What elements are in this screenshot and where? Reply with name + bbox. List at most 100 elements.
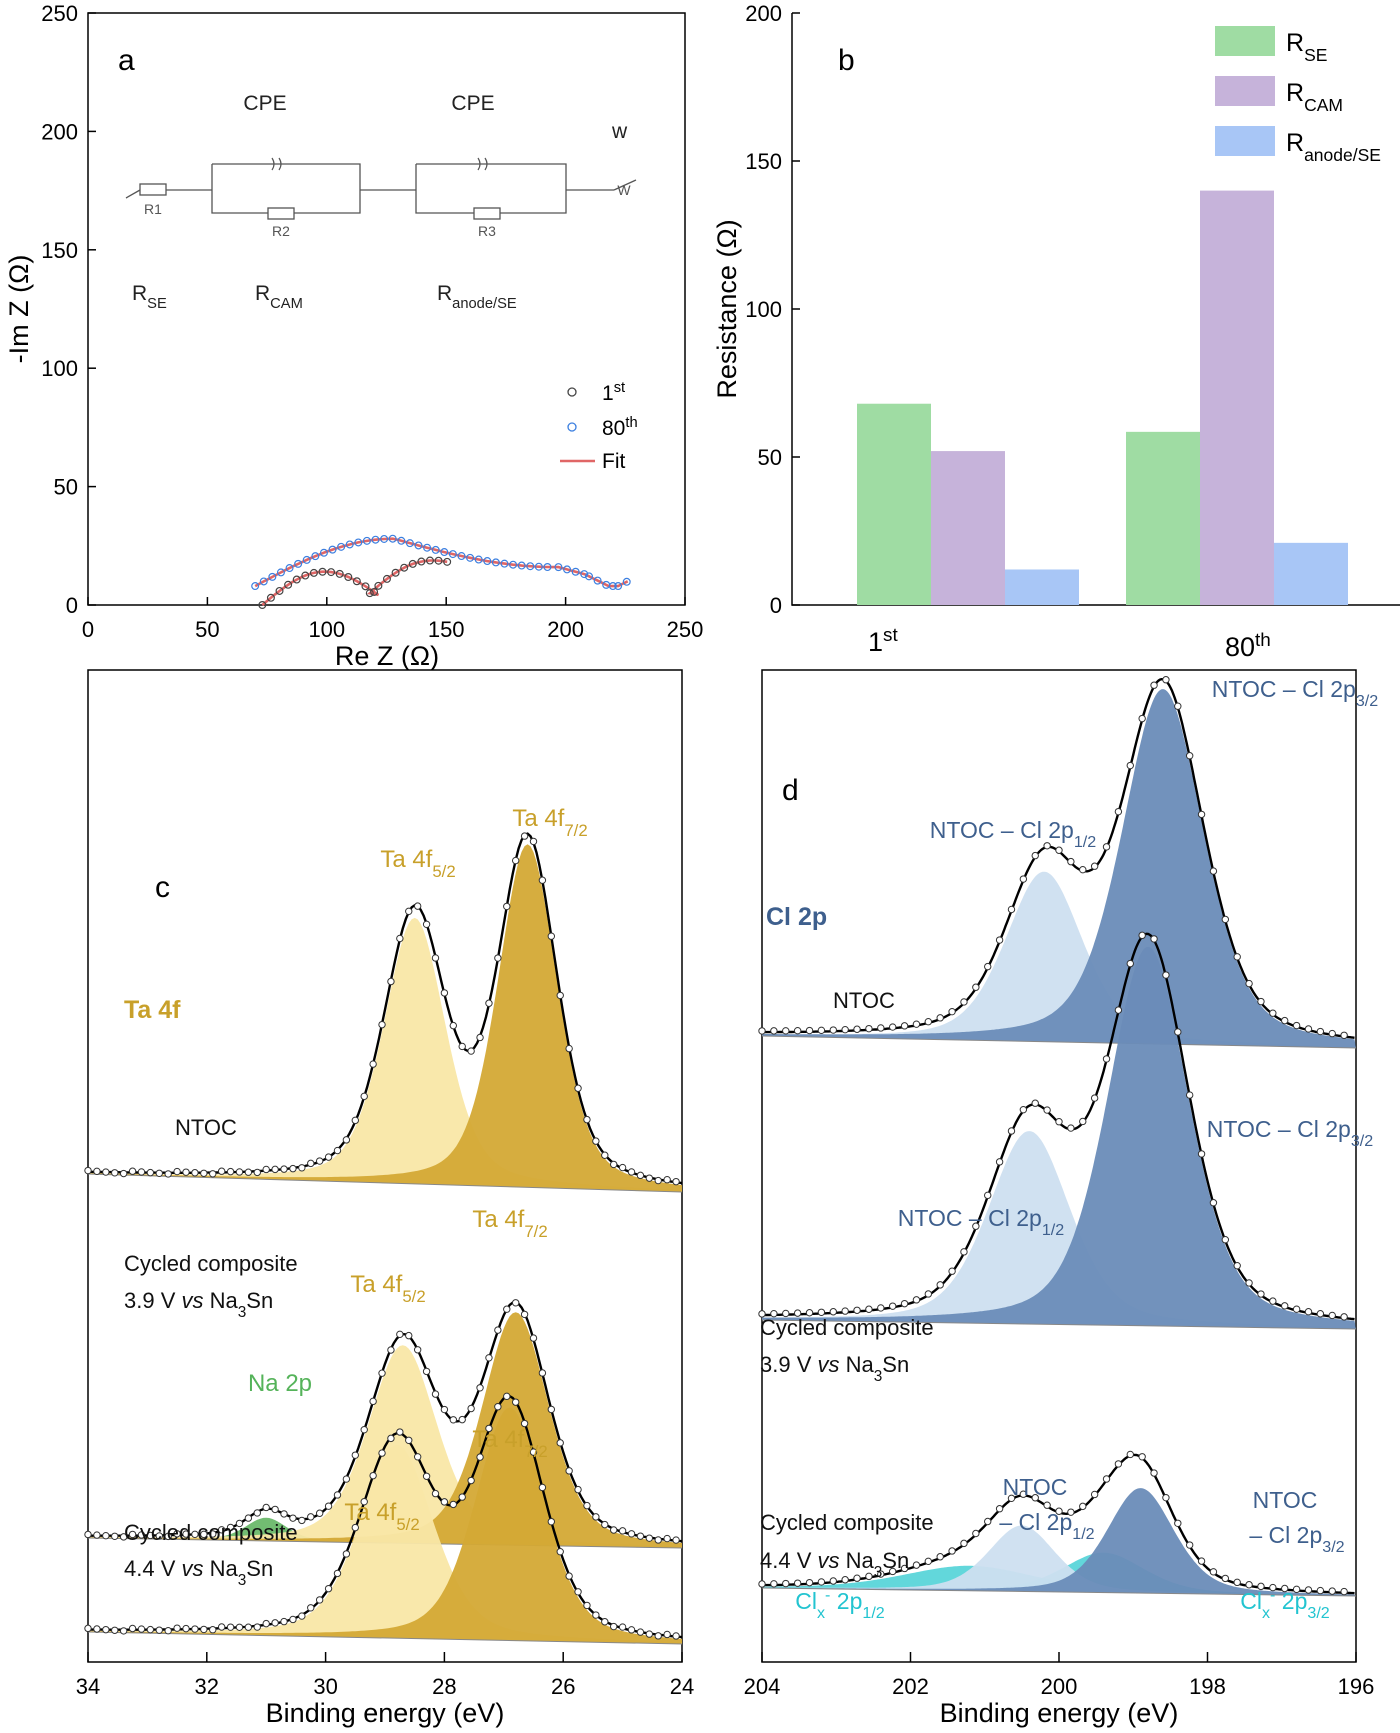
data-point-1st <box>408 559 417 568</box>
c-data-point <box>574 1588 582 1596</box>
bar-se-2 <box>1126 431 1200 605</box>
c-data-point <box>369 1397 377 1406</box>
c-data-point <box>173 1624 181 1632</box>
d-data-point <box>960 1248 968 1256</box>
legend-80th-label: 80th <box>602 415 638 440</box>
data-point-80th <box>571 567 580 576</box>
a-y-tick-label: 50 <box>54 475 78 500</box>
d-label-peak: NTOC – Cl 2p3/2 <box>1212 676 1378 710</box>
c-data-point <box>146 1168 155 1177</box>
c-x-tick-label: 24 <box>670 1674 694 1699</box>
d-data-point <box>1269 1009 1277 1017</box>
data-point-1st <box>374 581 383 590</box>
c-data-point <box>360 1092 368 1101</box>
a-x-tick-label: 200 <box>547 617 584 642</box>
c-data-point <box>289 1514 297 1522</box>
c-data-point <box>467 1476 475 1485</box>
c-data-point <box>93 1531 101 1539</box>
d-data-point <box>1197 1557 1206 1565</box>
c-data-point <box>583 1501 591 1510</box>
d-data-point <box>888 1023 897 1031</box>
a-x-tick-label: 250 <box>667 617 704 642</box>
panel-a-frame <box>87 12 686 606</box>
data-point-1st <box>301 571 310 580</box>
legend-swatch-0 <box>1215 26 1275 56</box>
c-data-point <box>538 1369 547 1377</box>
c-data-point <box>351 1451 359 1459</box>
panel-c-letter: c <box>155 871 170 904</box>
data-point-1st <box>292 575 301 584</box>
data-point-80th <box>328 545 337 554</box>
c-data-point <box>538 876 547 884</box>
data-point-1st <box>266 593 275 602</box>
c-data-point <box>342 1550 351 1558</box>
c-x-tick-label: 34 <box>76 1674 100 1699</box>
d-data-point <box>770 1027 778 1035</box>
data-point-80th <box>491 558 500 567</box>
c-x-tick-label: 32 <box>195 1674 219 1699</box>
c-data-point <box>654 1176 662 1185</box>
c-data-point <box>485 1424 493 1433</box>
d-data-point <box>912 1561 921 1569</box>
d-spectrum-1: NTOC – Cl 2p1/2 NTOC – Cl 2p3/2 NTOC <box>758 676 1378 1049</box>
d-data-point <box>888 1567 897 1576</box>
data-point-1st <box>335 569 344 578</box>
c-data-point <box>351 1523 359 1532</box>
circuit-w-label: W <box>617 182 631 198</box>
d-data-point <box>1174 1028 1182 1036</box>
a-x-tick-label: 0 <box>82 617 94 642</box>
panel-b-letter: b <box>838 44 855 77</box>
d-data-point <box>817 1578 826 1586</box>
c-data-point <box>636 1532 645 1540</box>
c-data-point <box>200 1530 208 1539</box>
c-component-ta4f72 <box>88 844 682 1192</box>
d-data-point <box>1281 1302 1289 1310</box>
a-x-tick-label: 50 <box>195 617 219 642</box>
c-data-point <box>476 1453 484 1461</box>
d-data-point <box>1209 1568 1218 1576</box>
b-y-tick-label: 150 <box>745 149 782 174</box>
data-point-80th <box>302 555 311 564</box>
d-baseline <box>761 1319 1357 1330</box>
data-point-80th <box>614 582 623 591</box>
d-data-point <box>829 1577 837 1585</box>
c-data-point <box>609 1160 618 1169</box>
data-point-1st <box>382 574 391 583</box>
c-data-point <box>627 1168 636 1176</box>
d-label-peak: NTOC – Cl 2p3/2 <box>1207 1116 1373 1150</box>
c-x-tick-label: 30 <box>313 1674 337 1699</box>
a-y-tick-label: 200 <box>41 119 78 144</box>
c-data-point <box>209 1530 217 1538</box>
c-data-point <box>645 1534 654 1542</box>
c-data-point <box>511 1299 520 1307</box>
data-point-80th <box>276 568 285 577</box>
c-data-point <box>217 1167 226 1175</box>
c-baseline <box>87 1173 683 1193</box>
c-data-point <box>645 1174 654 1182</box>
d-data-point <box>1138 1453 1146 1461</box>
c-data-point <box>155 1169 163 1177</box>
d-data-point <box>1281 1584 1289 1593</box>
c-data-point <box>476 1384 484 1392</box>
c-sample-label: Cycled composite <box>124 1251 298 1276</box>
c-data-point <box>440 1498 449 1506</box>
d-data-point <box>758 1580 766 1588</box>
c-data-point <box>520 1310 529 1319</box>
circuit-ranode-label: Ranode/SE <box>437 282 517 312</box>
c-data-point <box>128 1167 137 1175</box>
c-data-point <box>547 932 556 940</box>
b-y-tick-label: 200 <box>745 1 782 26</box>
c-data-point <box>155 1626 163 1634</box>
c-data-point <box>592 1137 600 1145</box>
c-data-point <box>520 832 529 840</box>
d-data-point <box>865 1305 873 1313</box>
c-data-point <box>654 1536 662 1544</box>
c-data-point <box>574 1084 582 1092</box>
d-data-point <box>841 1576 849 1584</box>
c-data-point <box>315 1509 324 1517</box>
c-data-point <box>307 1159 315 1168</box>
c-data-point <box>307 1513 315 1521</box>
c-spectrum-3: Ta 4f5/2 Ta 4f7/2 Cycled composite 4.4 V vs… <box>84 1392 683 1645</box>
d-data-point <box>1067 857 1075 866</box>
d-data-point <box>1055 1507 1063 1515</box>
